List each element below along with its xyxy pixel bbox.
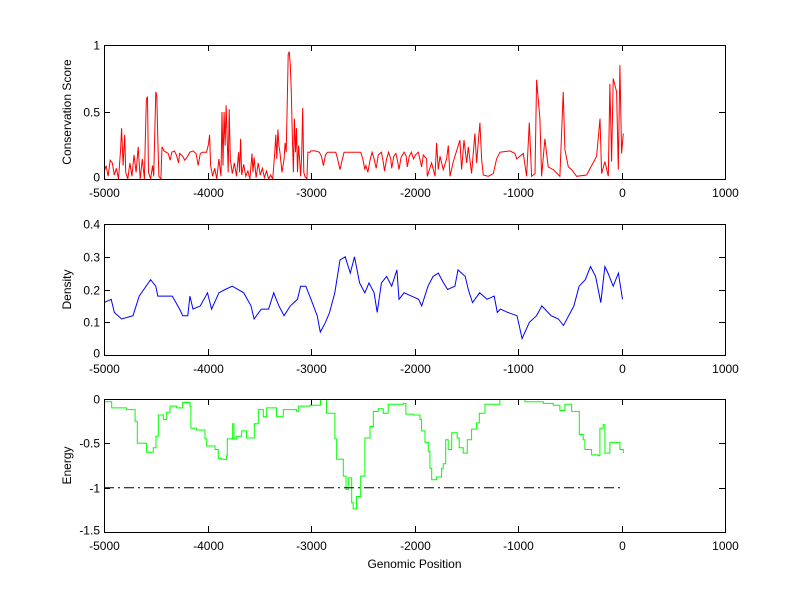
x-tick-label: -4000 (193, 186, 224, 200)
x-tick-label: -3000 (296, 362, 327, 376)
x-tick-label: -4000 (193, 362, 224, 376)
x-tick-label: -4000 (193, 539, 224, 553)
plot-area (104, 399, 725, 532)
x-tick-label: -3000 (296, 539, 327, 553)
x-tick-label: -5000 (89, 186, 120, 200)
x-tick-label: -3000 (296, 186, 327, 200)
y-tick-label: 0 (93, 171, 100, 185)
series-density-line (104, 256, 623, 341)
x-tick-label: -2000 (400, 539, 431, 553)
x-tick-label: 1000 (712, 539, 739, 553)
x-tick-label: 1000 (712, 186, 739, 200)
x-axis-label: Genomic Position (367, 557, 461, 571)
y-axis-label: Density (60, 269, 74, 309)
y-tick-label: -1 (89, 482, 100, 496)
subplot-2: -5000 -4000 -3000 -2000 -1000 0 1000 0 0.1 0.2 0.3… (60, 218, 739, 377)
y-tick-label: 0 (93, 347, 100, 361)
x-tick-label: -1000 (503, 362, 534, 376)
y-tick-label: 0.2 (83, 284, 100, 298)
x-tick-label: -5000 (89, 539, 120, 553)
series-energy-line (104, 399, 624, 510)
plot-area (104, 224, 725, 355)
y-axis-label: Energy (60, 446, 74, 484)
y-tick-label: 0.4 (83, 218, 100, 232)
y-tick-label: 0.3 (83, 251, 100, 265)
subplot-3: -5000 -4000 -3000 -2000 -1000 0 1000 -1.5 -1 -0.5… (60, 393, 739, 572)
x-tick-label: 1000 (712, 362, 739, 376)
x-tick-label: -2000 (400, 186, 431, 200)
x-tick-label: 0 (619, 186, 626, 200)
y-tick-label: -1.5 (79, 524, 100, 538)
y-tick-label: 0 (93, 393, 100, 407)
y-tick-label: 0.5 (83, 106, 100, 120)
x-tick-label: -5000 (89, 362, 120, 376)
y-tick-label: -0.5 (79, 437, 100, 451)
x-tick-label: -1000 (503, 186, 534, 200)
y-tick-label: 0.1 (83, 316, 100, 330)
x-tick-label: 0 (619, 362, 626, 376)
x-tick-label: -1000 (503, 539, 534, 553)
y-axis-label: Conservation Score (60, 59, 74, 165)
y-tick-label: 1 (93, 39, 100, 53)
x-tick-label: -2000 (400, 362, 431, 376)
subplot-1: -5000 -4000 -3000 -2000 -1000 0 1000 0 0.5 1 Conse… (60, 39, 739, 201)
x-tick-label: 0 (619, 539, 626, 553)
series-conservation-line (104, 51, 624, 179)
